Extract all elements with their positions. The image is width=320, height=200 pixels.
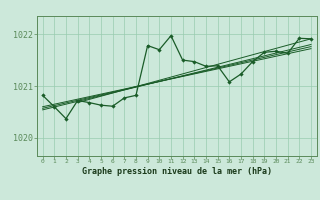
X-axis label: Graphe pression niveau de la mer (hPa): Graphe pression niveau de la mer (hPa)	[82, 167, 272, 176]
